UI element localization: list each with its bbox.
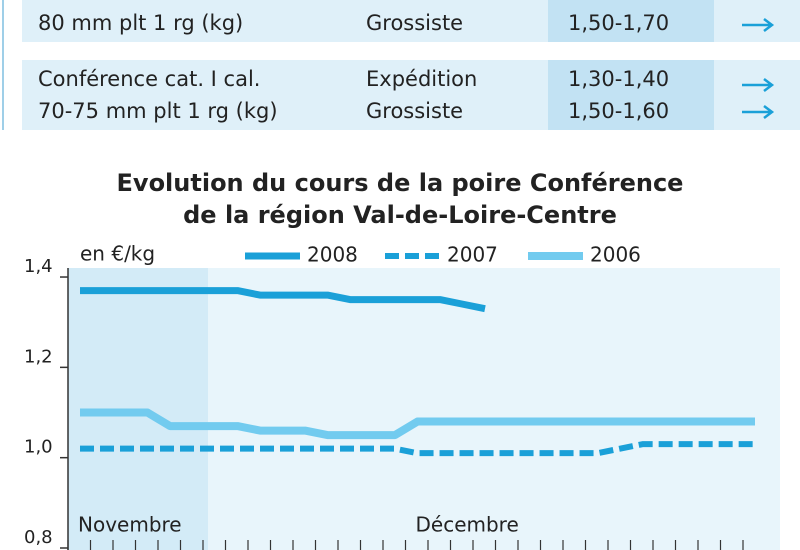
y-tick-label: 1,4 <box>24 256 53 277</box>
y-axis-label: en €/kg <box>80 242 155 266</box>
trend-arrow <box>742 18 775 32</box>
trend-arrow <box>742 78 775 92</box>
plot: 0,8 1,0 1,2 1,4 Novembre Décembre 2008 2007 2006 <box>24 243 755 550</box>
chart-title: Evolution du cours de la poire Conférenc… <box>117 169 684 197</box>
cell-product: Conférence cat. I cal. <box>38 67 260 91</box>
series-line <box>80 408 755 440</box>
x-tick-label: Novembre <box>78 513 182 537</box>
cell-market: Grossiste <box>366 99 463 123</box>
y-tick-label: 1,0 <box>24 437 53 458</box>
cell-product: 80 mm plt 1 rg (kg) <box>38 11 243 35</box>
legend-label: 2008 <box>307 243 358 267</box>
cell-price: 1,50-1,70 <box>568 11 669 35</box>
cell-price: 1,50-1,60 <box>568 99 669 123</box>
cell-market: Grossiste <box>366 11 463 35</box>
legend-label: 2007 <box>447 243 498 267</box>
arrows <box>742 18 775 119</box>
series-line <box>80 441 755 457</box>
price-col-bg <box>548 60 714 130</box>
chart-title: de la région Val-de-Loire-Centre <box>183 201 617 229</box>
price-col-bg <box>548 0 714 42</box>
cell-market: Expédition <box>366 67 477 91</box>
y-tick-label: 0,8 <box>24 527 53 548</box>
table: 80 mm plt 1 rg (kg) Grossiste 1,50-1,70 Con… <box>38 11 669 123</box>
x-tick-label: Décembre <box>416 513 519 537</box>
cell-product: 70-75 mm plt 1 rg (kg) <box>38 99 278 123</box>
trend-arrow <box>742 105 775 119</box>
cell-price: 1,30-1,40 <box>568 67 669 91</box>
series-line <box>80 287 486 313</box>
legend-label: 2006 <box>590 243 641 267</box>
y-tick-label: 1,2 <box>24 346 53 367</box>
